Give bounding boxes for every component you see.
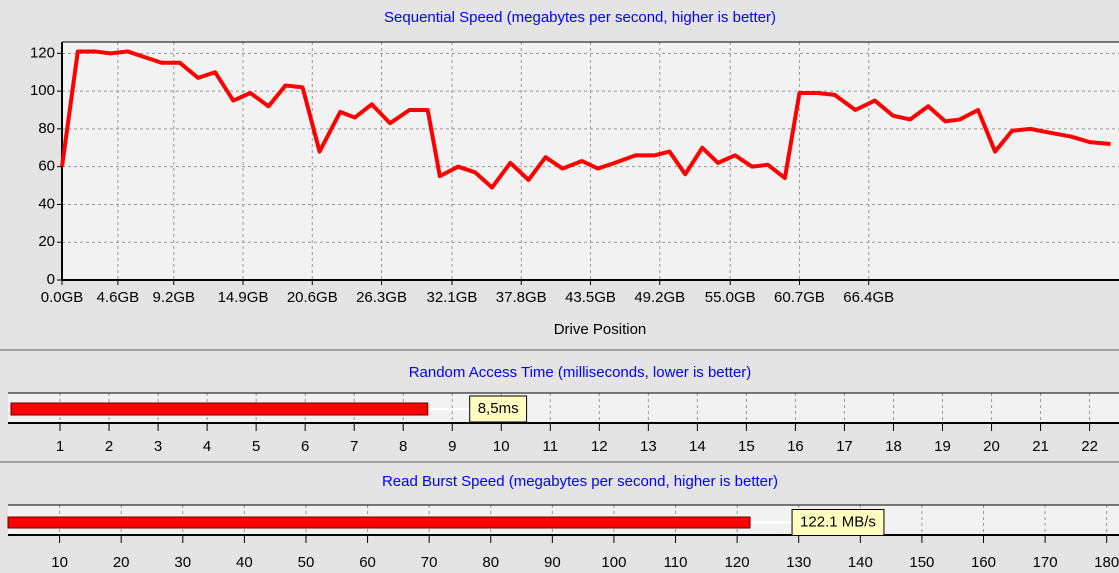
x-tick-label: 140 <box>848 554 873 571</box>
x-tick-label: 9.2GB <box>153 289 196 306</box>
x-tick-label: 150 <box>909 554 934 571</box>
value-label: 122.1 MB/s <box>800 513 876 530</box>
x-tick-label: 14.9GB <box>218 289 269 306</box>
y-tick-label: 40 <box>38 195 55 212</box>
x-tick-label: 0.0GB <box>41 289 84 306</box>
chart-title: Sequential Speed (megabytes per second, … <box>384 9 776 26</box>
x-axis-label: Drive Position <box>554 321 647 338</box>
x-tick-label: 4.6GB <box>97 289 140 306</box>
bar <box>10 402 429 416</box>
x-tick-label: 2 <box>105 438 113 455</box>
x-tick-label: 3 <box>154 438 162 455</box>
x-tick-label: 16 <box>787 438 804 455</box>
x-tick-label: 18 <box>885 438 902 455</box>
x-tick-label: 80 <box>482 554 499 571</box>
x-tick-label: 21 <box>1032 438 1049 455</box>
y-tick-label: 60 <box>38 158 55 175</box>
x-tick-label: 32.1GB <box>427 289 478 306</box>
x-tick-label: 22 <box>1081 438 1098 455</box>
x-tick-label: 37.8GB <box>496 289 547 306</box>
x-tick-label: 9 <box>448 438 456 455</box>
x-tick-label: 43.5GB <box>565 289 616 306</box>
x-tick-label: 15 <box>738 438 755 455</box>
data-line <box>60 49 1111 190</box>
x-tick-label: 17 <box>836 438 853 455</box>
x-tick-label: 14 <box>689 438 706 455</box>
x-tick-label: 55.0GB <box>705 289 756 306</box>
y-tick-label: 100 <box>30 82 55 99</box>
x-tick-label: 70 <box>421 554 438 571</box>
x-tick-label: 20.6GB <box>287 289 338 306</box>
x-tick-label: 13 <box>640 438 657 455</box>
bar <box>7 516 751 529</box>
value-label: 8,5ms <box>478 400 519 417</box>
x-tick-label: 19 <box>934 438 951 455</box>
x-tick-label: 60.7GB <box>774 289 825 306</box>
x-tick-label: 40 <box>236 554 253 571</box>
x-tick-label: 110 <box>664 554 688 571</box>
x-tick-label: 7 <box>350 438 358 455</box>
y-tick-label: 80 <box>38 120 55 137</box>
x-tick-label: 20 <box>983 438 1000 455</box>
x-tick-label: 11 <box>543 438 559 455</box>
y-tick-label: 20 <box>38 233 55 250</box>
x-tick-label: 60 <box>359 554 376 571</box>
x-tick-label: 120 <box>725 554 750 571</box>
x-tick-label: 30 <box>174 554 191 571</box>
y-tick-label: 0 <box>47 271 55 288</box>
chart-title: Random Access Time (milliseconds, lower … <box>409 364 752 381</box>
x-tick-label: 5 <box>252 438 260 455</box>
x-tick-label: 10 <box>493 438 510 455</box>
x-tick-label: 66.4GB <box>843 289 894 306</box>
y-tick-label: 120 <box>30 44 55 61</box>
x-tick-label: 20 <box>113 554 130 571</box>
x-tick-label: 26.3GB <box>356 289 407 306</box>
x-tick-label: 8 <box>399 438 407 455</box>
value-label-box <box>469 395 528 423</box>
x-tick-label: 180 <box>1094 554 1119 571</box>
x-tick-label: 4 <box>203 438 211 455</box>
x-tick-label: 170 <box>1033 554 1058 571</box>
x-tick-label: 1 <box>56 438 64 455</box>
x-tick-label: 90 <box>544 554 561 571</box>
value-label-box <box>791 509 885 536</box>
x-tick-label: 6 <box>301 438 309 455</box>
x-tick-label: 130 <box>786 554 811 571</box>
chart-title: Read Burst Speed (megabytes per second, … <box>382 473 778 490</box>
x-tick-label: 50 <box>298 554 315 571</box>
x-tick-label: 160 <box>971 554 996 571</box>
x-tick-label: 49.2GB <box>634 289 685 306</box>
x-tick-label: 100 <box>601 554 626 571</box>
x-tick-label: 10 <box>51 554 68 571</box>
x-tick-label: 12 <box>591 438 608 455</box>
